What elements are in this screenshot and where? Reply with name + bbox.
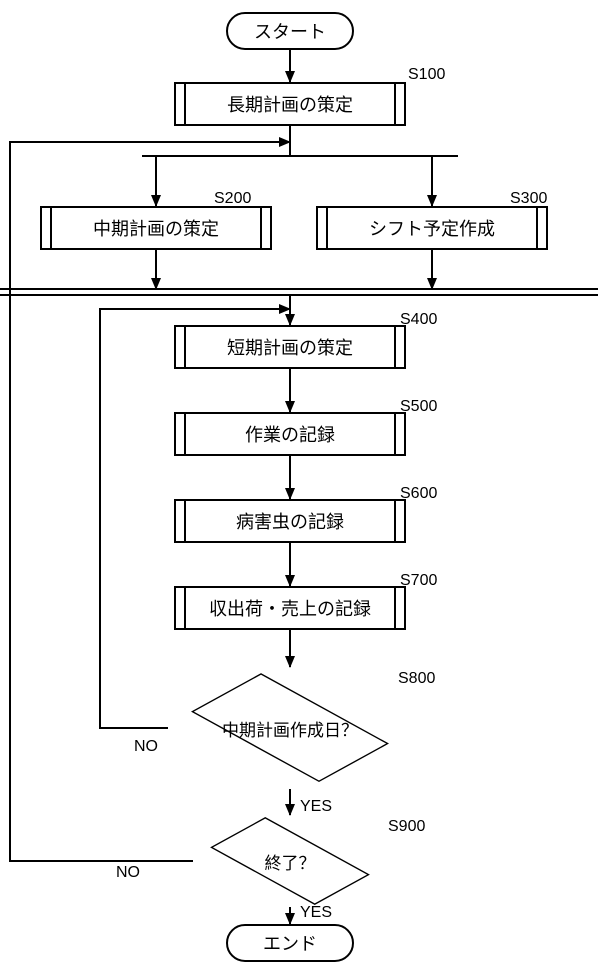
process-s500-label: 作業の記録 [245, 421, 335, 447]
decision-s900-no: NO [116, 864, 140, 882]
terminator-start: スタート [226, 12, 354, 50]
process-s700: 収出荷・売上の記録 [174, 586, 406, 630]
process-s700-label: 収出荷・売上の記録 [209, 595, 371, 621]
process-s300: シフト予定作成 [316, 206, 548, 250]
process-s100-label: 長期計画の策定 [227, 91, 353, 117]
decision-s800-label: 中期計画作成日？ [162, 658, 418, 798]
terminator-end: エンド [226, 924, 354, 962]
decision-s800-no: NO [134, 738, 158, 756]
step-label-s200: S200 [214, 190, 251, 208]
decision-s900: 終了？ [186, 806, 394, 916]
process-s100: 長期計画の策定 [174, 82, 406, 126]
terminator-start-label: スタート [254, 18, 326, 44]
process-s600: 病害虫の記録 [174, 499, 406, 543]
process-s200-label: 中期計画の策定 [93, 215, 219, 241]
process-s600-label: 病害虫の記録 [236, 508, 344, 534]
process-s400: 短期計画の策定 [174, 325, 406, 369]
step-label-s100: S100 [408, 66, 445, 84]
decision-s900-label: 終了？ [186, 806, 394, 916]
step-label-s800: S800 [398, 670, 435, 688]
decision-s800: 中期計画作成日？ [162, 658, 418, 798]
process-s500: 作業の記録 [174, 412, 406, 456]
terminator-end-label: エンド [263, 930, 317, 956]
process-s400-label: 短期計画の策定 [227, 334, 353, 360]
step-label-s900: S900 [388, 818, 425, 836]
flowchart-canvas: スタート エンド 長期計画の策定 S100 中期計画の策定 S200 シフト予定… [0, 0, 598, 969]
decision-s900-yes: YES [300, 904, 332, 922]
process-s200: 中期計画の策定 [40, 206, 272, 250]
step-label-s400: S400 [400, 311, 437, 329]
step-label-s500: S500 [400, 398, 437, 416]
process-s300-label: シフト予定作成 [369, 215, 495, 241]
step-label-s600: S600 [400, 485, 437, 503]
step-label-s300: S300 [510, 190, 547, 208]
step-label-s700: S700 [400, 572, 437, 590]
